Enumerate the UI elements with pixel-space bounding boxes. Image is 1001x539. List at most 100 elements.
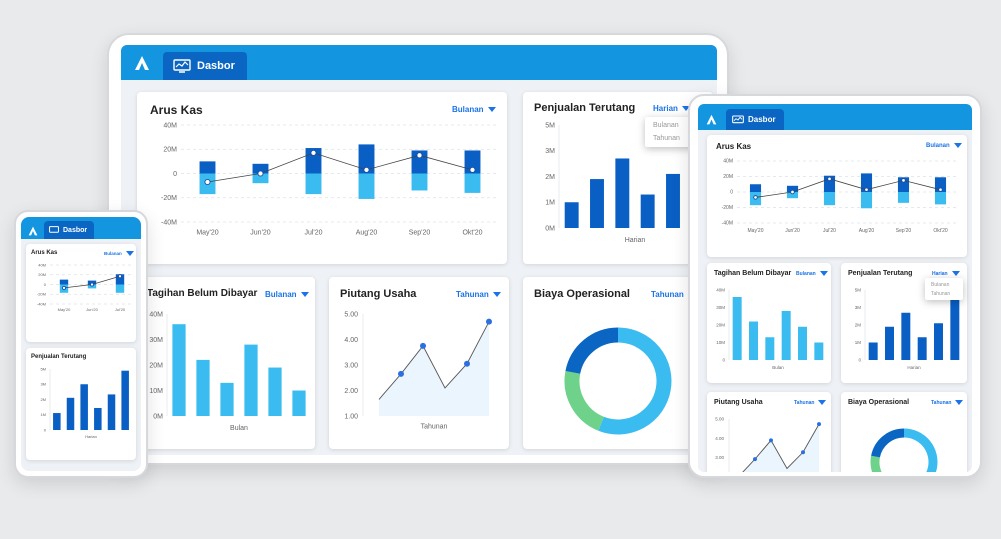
bar — [814, 342, 824, 360]
bar — [590, 179, 604, 228]
bar — [798, 326, 807, 360]
bar — [901, 312, 911, 360]
y-tick-label: 3.00 — [344, 362, 358, 369]
period-dropdown[interactable]: Bulanan — [104, 251, 134, 257]
bar — [732, 297, 742, 360]
data-point — [753, 457, 757, 462]
arus-kas-card: Arus Kas Bulanan 40M 20M 0 -20M -40M May'20 Ju… — [26, 244, 136, 342]
bar — [107, 394, 116, 430]
period-dropdown[interactable]: Bulanan — [265, 290, 309, 299]
y-tick-label: 5M — [40, 366, 46, 371]
y-tick-label: 20M — [163, 147, 177, 154]
period-dropdown[interactable]: Bulanan — [926, 143, 962, 149]
card-title: Arus Kas — [150, 103, 203, 117]
y-tick-label: 0 — [44, 282, 47, 287]
y-tick-label: 2M — [40, 397, 46, 402]
piutang-card: Piutang Usaha Tahunan 5.00 4.00 3.00 2.00 1.… — [329, 277, 509, 449]
monitor-chart-icon — [49, 226, 59, 234]
x-tick-label: Okt'20 — [933, 228, 948, 234]
x-axis-label: Bulan — [230, 425, 248, 432]
tab-dasbor[interactable]: Dasbor — [44, 221, 94, 239]
y-tick-label: 5M — [545, 122, 555, 129]
y-tick-label: 40M — [163, 122, 177, 129]
y-tick-label: 1M — [545, 200, 555, 207]
y-tick-label: 0 — [722, 358, 725, 363]
period-dropdown[interactable]: Bulanan — [796, 271, 828, 277]
bar — [640, 194, 655, 228]
x-tick-label: Jul'20 — [823, 228, 836, 234]
y-tick-label: 30M — [149, 337, 163, 344]
donut-slice — [565, 327, 619, 375]
period-dropdown[interactable]: Bulanan — [452, 105, 496, 114]
x-tick-label: Jul'20 — [304, 230, 322, 237]
x-tick-label: Jun'20 — [250, 230, 271, 237]
bar — [765, 337, 775, 360]
card-title: Tagihan Belum Dibayar — [147, 288, 258, 299]
tab-dasbor[interactable]: Dasbor — [163, 52, 247, 80]
x-axis-label: Bulan — [772, 365, 784, 370]
outflow-bar — [786, 192, 799, 199]
data-point — [801, 450, 805, 455]
x-tick-label: Aug'20 — [859, 228, 875, 234]
arus-kas-card: Arus Kas Bulanan 40M 20M 0 -20M -40M May'20 Ju… — [707, 135, 967, 257]
donut-slice — [598, 327, 672, 435]
menu-item-bulanan[interactable]: Bulanan — [931, 282, 950, 288]
bar — [244, 344, 258, 416]
y-tick-label: 40M — [149, 311, 163, 318]
net-line — [207, 152, 473, 183]
biaya-card: Biaya Operasional Tahunan — [841, 392, 967, 472]
chevron-down-icon — [951, 271, 960, 277]
net-point — [753, 195, 758, 200]
logo-a-icon[interactable] — [706, 112, 717, 130]
tagihan-chart: 40M 30M 20M 10M 0M Bulan — [149, 311, 306, 432]
y-tick-label: 3.00 — [715, 455, 724, 460]
bar — [80, 384, 88, 430]
y-tick-label: -20M — [722, 205, 733, 211]
donut-slice — [903, 428, 938, 472]
tagihan-chart: 40M 30M 20M 10M 0 Bulan — [716, 288, 824, 370]
period-dropdown[interactable]: Harian — [653, 104, 690, 113]
donut-slice — [564, 370, 605, 431]
period-dropdown[interactable]: Tahunan — [931, 400, 964, 406]
arus-kas-chart: 40M 20M 0 -20M -40M May'20 Jun'20 Jul'20 Aug'20 S… — [161, 122, 499, 237]
net-point — [310, 149, 317, 156]
monitor-chart-icon — [173, 59, 191, 73]
y-tick-label: 20M — [149, 362, 163, 369]
y-tick-label: 3M — [855, 305, 862, 310]
x-axis-label: Harian — [85, 434, 97, 439]
logo-a-icon[interactable] — [28, 223, 38, 241]
outflow-bar — [897, 192, 910, 203]
y-tick-label: 5.00 — [715, 417, 724, 422]
y-tick-label: 20M — [38, 272, 46, 277]
app-header: Dasbor — [121, 45, 717, 80]
card-title: Piutang Usaha — [340, 288, 417, 300]
bar — [292, 390, 306, 416]
bar — [934, 323, 943, 360]
period-dropdown[interactable]: Tahunan — [456, 290, 501, 299]
period-dropdown[interactable]: Tahunan — [794, 400, 827, 406]
biaya-donut — [564, 327, 672, 435]
bar — [868, 342, 878, 360]
biaya-donut — [870, 428, 938, 472]
phone-screen: Dasbor Arus Kas Bulanan 40M 20M 0 -20M -40M M… — [21, 217, 141, 471]
net-point — [827, 176, 832, 182]
chevron-down-icon — [818, 400, 827, 406]
net-point — [469, 166, 476, 173]
logo-a-icon[interactable] — [134, 55, 150, 76]
inflow-bar — [897, 177, 910, 192]
chevron-down-icon — [487, 107, 496, 113]
menu-item-bulanan[interactable]: Bulanan — [653, 122, 679, 129]
bar — [268, 367, 282, 416]
period-dropdown[interactable]: Harian — [932, 271, 960, 277]
menu-item-tahunan[interactable]: Tahunan — [931, 291, 951, 297]
net-point — [864, 187, 869, 192]
tab-dasbor[interactable]: Dasbor — [726, 109, 784, 130]
tagihan-card: Tagihan Belum Dibayar Bulanan 40M 30M 20M 1… — [707, 263, 831, 383]
chevron-down-icon — [681, 106, 690, 112]
y-tick-label: 1M — [40, 412, 46, 417]
tab-label: Dasbor — [748, 115, 776, 124]
app-header: Dasbor — [698, 104, 972, 130]
inflow-bar — [199, 161, 216, 174]
period-menu: Bulanan Tahunan — [925, 278, 963, 300]
menu-item-tahunan[interactable]: Tahunan — [653, 135, 680, 142]
